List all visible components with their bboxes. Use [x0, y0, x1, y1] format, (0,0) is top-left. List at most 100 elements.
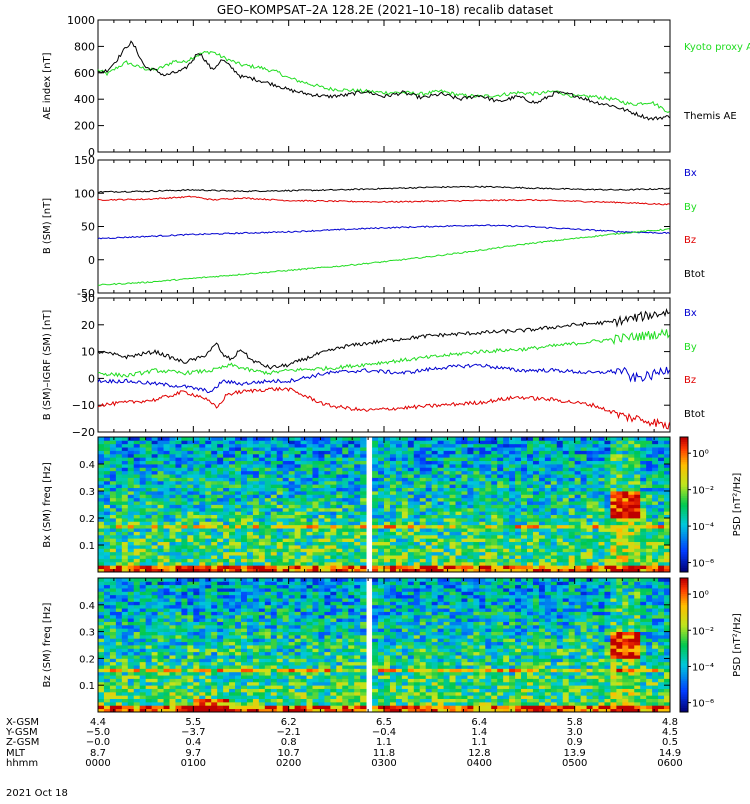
- spectrogram-cell: [336, 545, 342, 549]
- spectrogram-cell: [563, 535, 569, 539]
- spectrogram-cell: [277, 484, 283, 488]
- spectrogram-cell: [301, 481, 307, 485]
- spectrogram-cell: [217, 555, 223, 559]
- spectrogram-cell: [581, 494, 587, 498]
- spectrogram-cell: [610, 481, 616, 485]
- spectrogram-cell: [551, 451, 557, 455]
- spectrogram-cell: [187, 638, 193, 642]
- spectrogram-cell: [199, 515, 205, 519]
- spectrogram-cell: [473, 505, 479, 509]
- spectrogram-cell: [170, 622, 176, 626]
- spectrogram-cell: [98, 672, 104, 676]
- spectrogram-cell: [372, 528, 378, 532]
- spectrogram-cell: [378, 478, 384, 482]
- spectrogram-cell: [140, 608, 146, 612]
- spectrogram-cell: [289, 532, 295, 536]
- spectrogram-cell: [170, 662, 176, 666]
- spectrogram-cell: [640, 532, 646, 536]
- spectrogram-cell: [199, 585, 205, 589]
- spectrogram-cell: [342, 508, 348, 512]
- spectrogram-cell: [193, 668, 199, 672]
- spectrogram-cell: [211, 457, 217, 461]
- spectrogram-cell: [104, 565, 110, 569]
- spectrogram-cell: [616, 532, 622, 536]
- spectrogram-cell: [563, 444, 569, 448]
- spectrogram-cell: [241, 511, 247, 515]
- spectrogram-cell: [599, 471, 605, 475]
- spectrogram-cell: [336, 491, 342, 495]
- spectrogram-cell: [181, 615, 187, 619]
- spectrogram-cell: [342, 548, 348, 552]
- spectrogram-cell: [348, 555, 354, 559]
- spectrogram-cell: [223, 555, 229, 559]
- spectrogram-cell: [205, 682, 211, 686]
- spectrogram-cell: [307, 447, 313, 451]
- spectrogram-cell: [187, 548, 193, 552]
- spectrogram-cell: [241, 451, 247, 455]
- spectrogram-cell: [336, 484, 342, 488]
- spectrogram-cell: [414, 488, 420, 492]
- spectrogram-cell: [533, 538, 539, 542]
- spectrogram-cell: [438, 444, 444, 448]
- spectrogram-cell: [461, 447, 467, 451]
- spectrogram-cell: [336, 505, 342, 509]
- spectrogram-cell: [128, 518, 134, 522]
- spectrogram-cell: [539, 437, 545, 441]
- spectrogram-cell: [420, 481, 426, 485]
- spectrogram-cell: [622, 501, 628, 505]
- spectrogram-cell: [587, 498, 593, 502]
- spectrogram-cell: [575, 461, 581, 465]
- legend2-bx: Bx: [684, 308, 697, 319]
- spectrogram-cell: [170, 545, 176, 549]
- spectrogram-cell: [307, 457, 313, 461]
- spectrogram-cell: [122, 515, 128, 519]
- spectrogram-cell: [503, 552, 509, 556]
- spectrogram-cell: [354, 538, 360, 542]
- spectrogram-cell: [432, 545, 438, 549]
- spectrogram-cell: [348, 447, 354, 451]
- spectrogram-cell: [467, 508, 473, 512]
- spectrogram-cell: [247, 474, 253, 478]
- spectrogram-cell: [110, 618, 116, 622]
- spectrogram-cell: [146, 608, 152, 612]
- spectrogram-cell: [98, 699, 104, 703]
- spectrogram-cell: [181, 562, 187, 566]
- spectrogram-cell: [110, 665, 116, 669]
- spectrogram-cell: [616, 474, 622, 478]
- spectrogram-cell: [372, 444, 378, 448]
- spectrogram-cell: [557, 491, 563, 495]
- spectrogram-cell: [283, 552, 289, 556]
- spectrogram-cell: [175, 464, 181, 468]
- spectrogram-cell: [199, 532, 205, 536]
- spectrogram-cell: [193, 591, 199, 595]
- spectrogram-cell: [175, 655, 181, 659]
- spectrogram-cell: [330, 447, 336, 451]
- spectrogram-cell: [473, 552, 479, 556]
- spectrogram-cell: [402, 481, 408, 485]
- spectrogram-cell: [396, 484, 402, 488]
- spectrogram-cell: [360, 451, 366, 455]
- spectrogram-cell: [467, 481, 473, 485]
- spectrogram-cell: [444, 552, 450, 556]
- spectrogram-cell: [628, 457, 634, 461]
- spectrogram-cell: [98, 471, 104, 475]
- spectrogram-cell: [140, 491, 146, 495]
- spectrogram-cell: [164, 464, 170, 468]
- spectrogram-cell: [265, 515, 271, 519]
- colorbar-label: PSD [nT²/Hz]: [732, 473, 743, 537]
- spectrogram-cell: [503, 461, 509, 465]
- spectrogram-cell: [342, 562, 348, 566]
- spectrogram-cell: [640, 444, 646, 448]
- spectrogram-cell: [122, 508, 128, 512]
- spectrogram-cell: [509, 538, 515, 542]
- spectrogram-cell: [223, 501, 229, 505]
- spectrogram-cell: [277, 498, 283, 502]
- spectrogram-cell: [372, 559, 378, 563]
- spectrogram-cell: [122, 679, 128, 683]
- spectrogram-cell: [509, 498, 515, 502]
- spectrogram-cell: [104, 635, 110, 639]
- spectrogram-cell: [205, 444, 211, 448]
- spectrogram-cell: [551, 538, 557, 542]
- spectrogram-cell: [646, 518, 652, 522]
- spectrogram-cell: [485, 518, 491, 522]
